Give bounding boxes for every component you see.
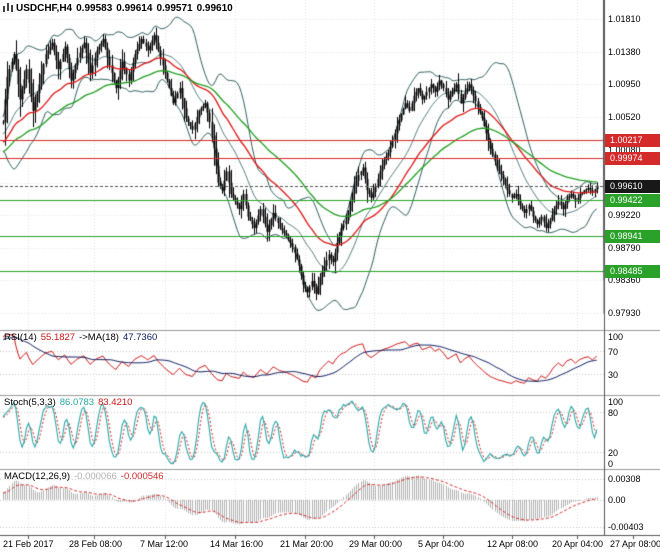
chart-icon — [3, 3, 13, 12]
ohlc-open: 0.99583 — [76, 3, 113, 14]
price-axis-label: 1.01380 — [608, 47, 641, 57]
ohlc-low: 0.99571 — [156, 3, 193, 14]
ohlc-high: 0.99614 — [116, 3, 153, 14]
macd-name: MACD(12,26,9) — [4, 471, 70, 482]
price-line-badge: 1.00217 — [605, 134, 660, 147]
stoch-axis-label: 20 — [608, 448, 619, 458]
macd-axis-label: 0.00308 — [608, 474, 641, 484]
time-axis-label: 21 Mar 20:00 — [280, 539, 334, 549]
stoch-axis-label: 80 — [608, 408, 619, 418]
symbol-period: USDCHF,H4 — [16, 3, 73, 14]
ohlc-close: 0.99610 — [196, 3, 233, 14]
rsi-ma-value: 47.7360 — [122, 332, 158, 343]
macd-axis-label: 0.00 — [608, 495, 626, 505]
macd-value-main: -0.000066 — [74, 471, 117, 482]
rsi-name: RSI(14) — [4, 332, 37, 343]
price-line-badge: 0.99974 — [605, 152, 660, 165]
macd-value-signal: -0.000546 — [120, 471, 164, 482]
rsi-axis-label: 30 — [608, 370, 619, 380]
stoch-value-d: 83.4210 — [98, 397, 133, 408]
macd-axis-label: -0.00403 — [608, 522, 644, 532]
time-axis-label: 14 Mar 16:00 — [210, 539, 264, 549]
price-line-badge: 0.98941 — [605, 230, 660, 243]
chart-title: USDCHF,H4 0.99583 0.99614 0.99571 0.99610 — [16, 3, 237, 14]
price-axis-label: 1.00950 — [608, 79, 641, 89]
price-axis-label: 1.01810 — [608, 14, 641, 24]
rsi-axis-label: 70 — [608, 347, 619, 357]
price-line-badge: 0.99422 — [605, 194, 660, 207]
time-axis-label: 5 Apr 04:00 — [418, 539, 465, 549]
price-axis-label: 0.98360 — [608, 275, 641, 285]
stoch-indicator-label: Stoch(5,3,3) 86.0783 83.4210 — [4, 397, 136, 408]
rsi-ma-name: ->MA(18) — [79, 332, 119, 343]
rsi-indicator-label: RSI(14) 55.1827 ->MA(18) 47.7360 — [4, 332, 161, 343]
price-line-badge: 0.98485 — [605, 265, 660, 278]
price-axis-label: 0.98790 — [608, 243, 641, 253]
macd-indicator-label: MACD(12,26,9) -0.000066 -0.000546 — [4, 471, 168, 482]
rsi-value: 55.1827 — [40, 332, 76, 343]
time-axis-label: 21 Feb 2017 — [3, 539, 54, 549]
stoch-axis-label: 0 — [608, 459, 614, 469]
time-axis-label: 27 Apr 08:00 — [610, 539, 660, 549]
stoch-value-k: 86.0783 — [59, 397, 95, 408]
time-axis-label: 20 Apr 04:00 — [552, 539, 604, 549]
stoch-axis-label: 100 — [608, 397, 624, 407]
time-axis-label: 12 Apr 08:00 — [487, 539, 539, 549]
price-axis-label: 1.00080 — [608, 145, 641, 155]
price-line-badge: 0.99610 — [605, 180, 660, 193]
time-axis-label: 7 Mar 12:00 — [140, 539, 189, 549]
time-axis-label: 29 Mar 00:00 — [349, 539, 403, 549]
time-axis-label: 28 Feb 08:00 — [69, 539, 123, 549]
stoch-name: Stoch(5,3,3) — [4, 397, 56, 408]
price-axis-label: 0.99220 — [608, 210, 641, 220]
price-axis-label: 0.97930 — [608, 308, 641, 318]
rsi-axis-label: 100 — [608, 332, 624, 342]
price-axis-label: 1.00520 — [608, 112, 641, 122]
